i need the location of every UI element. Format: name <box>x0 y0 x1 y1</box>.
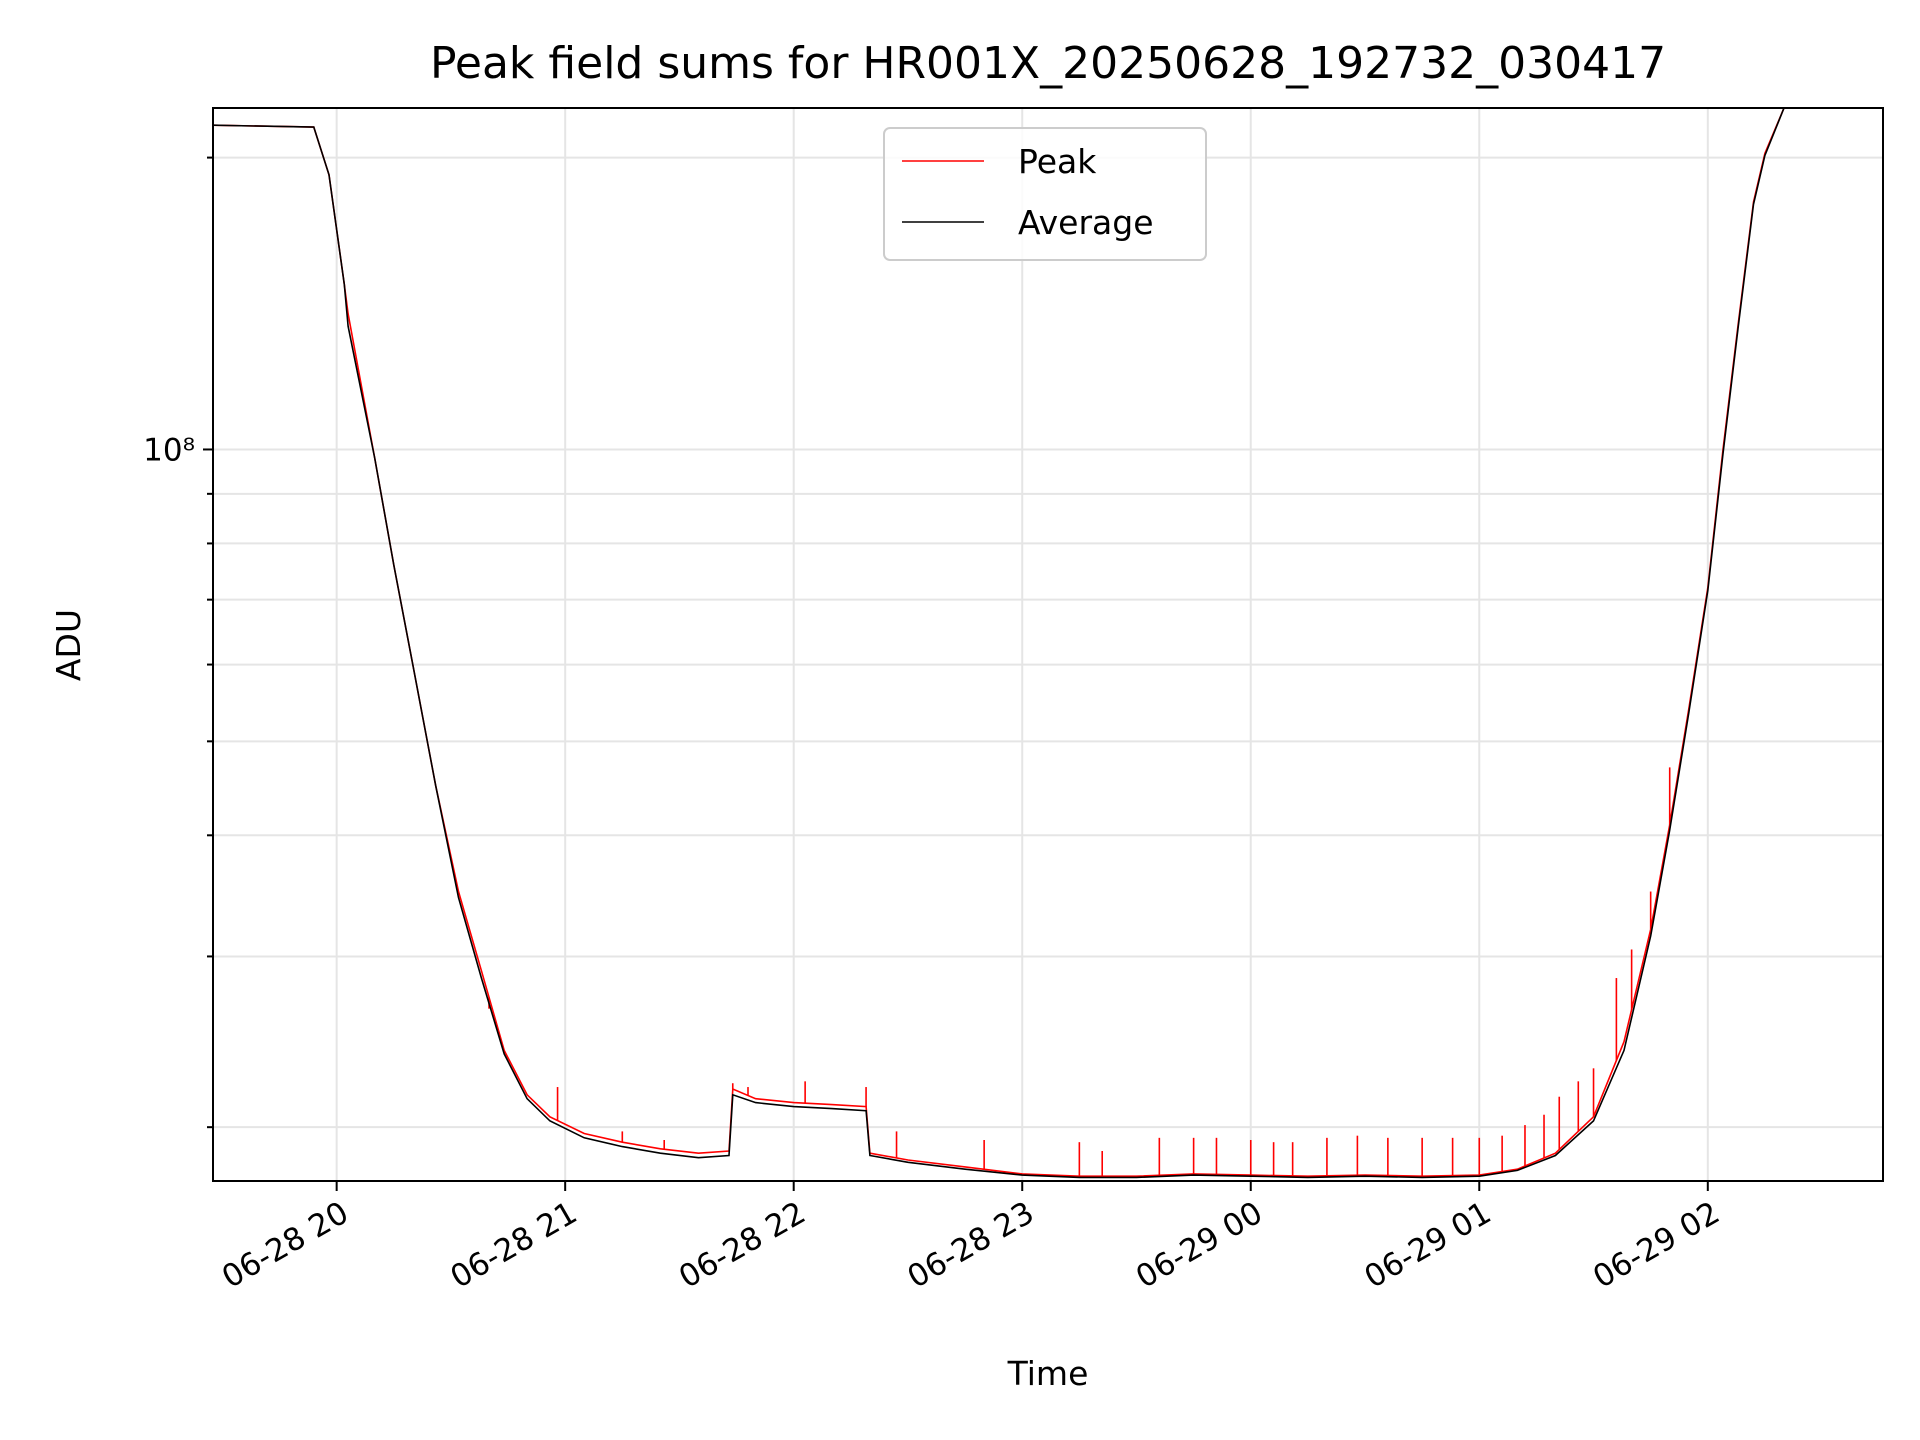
series-line-peak <box>213 108 1785 1178</box>
legend-label-average: Average <box>1018 203 1154 242</box>
x-tick-label: 06-28 20 <box>216 1195 355 1296</box>
chart-title: Peak field sums for HR001X_20250628_1927… <box>430 38 1666 89</box>
series-line-average <box>213 108 1785 1179</box>
y-axis-label: ADU <box>49 609 88 681</box>
x-tick-label: 06-28 23 <box>902 1195 1041 1296</box>
legend-label-peak: Peak <box>1018 142 1097 181</box>
axes: 06-28 20 06-28 21 06-28 22 06-28 23 06-29 00… <box>143 156 1726 1296</box>
x-tick-label: 06-29 02 <box>1587 1195 1726 1296</box>
x-tick-label: 06-28 21 <box>444 1195 583 1296</box>
legend: Peak Average <box>883 127 1207 261</box>
x-tick-label: 06-28 22 <box>673 1195 812 1296</box>
plot-area <box>213 108 1785 1179</box>
y-tick-label: 10⁸ <box>143 432 195 468</box>
x-tick-label: 06-29 01 <box>1359 1195 1498 1296</box>
x-axis-label: Time <box>1007 1354 1089 1393</box>
x-tick-label: 06-29 00 <box>1130 1195 1269 1296</box>
grid <box>213 108 1883 1181</box>
axes-frame <box>212 107 1884 1182</box>
